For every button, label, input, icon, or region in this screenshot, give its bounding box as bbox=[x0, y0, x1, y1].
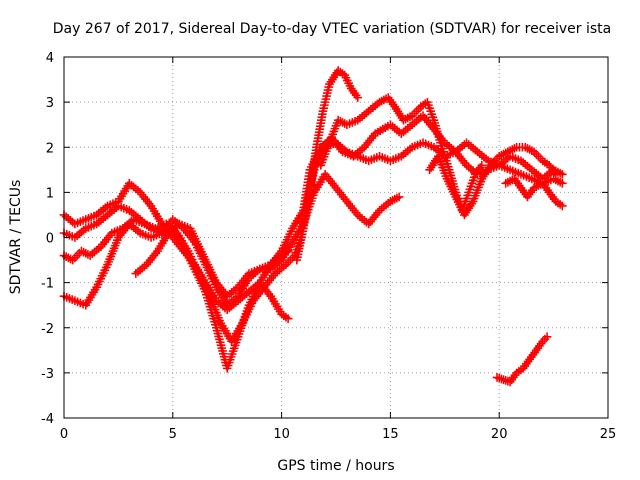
data-point bbox=[283, 246, 293, 256]
y-axis-label: SDTVAR / TECUs bbox=[8, 180, 24, 295]
data-point bbox=[477, 161, 487, 170]
y-tick-label-4: 0 bbox=[46, 232, 54, 247]
chart-title: Day 267 of 2017, Sidereal Day-to-day VTE… bbox=[53, 21, 611, 37]
axis-ticks: 0 5 10 15 20 25 -4 -3 -2 -1 0 1 2 3 4 bbox=[41, 51, 616, 442]
x-tick-label-4: 20 bbox=[491, 427, 508, 442]
y-tick-label-1: -3 bbox=[41, 367, 54, 382]
y-tick-label-0: -4 bbox=[41, 412, 54, 427]
y-tick-label-5: 1 bbox=[46, 186, 54, 201]
y-tick-label-2: -2 bbox=[41, 322, 54, 337]
series-5 bbox=[292, 66, 363, 265]
data-point bbox=[353, 93, 363, 102]
series-3 bbox=[59, 179, 293, 324]
x-axis-label: GPS time / hours bbox=[277, 458, 394, 474]
series-6 bbox=[316, 93, 487, 215]
x-tick-label-5: 25 bbox=[600, 427, 617, 442]
y-tick-label-7: 3 bbox=[46, 96, 54, 111]
data-point bbox=[551, 170, 561, 179]
data-point bbox=[558, 201, 567, 211]
x-tick-label-3: 15 bbox=[382, 427, 399, 442]
data-point bbox=[542, 332, 552, 342]
y-tick-label-3: -1 bbox=[41, 277, 54, 292]
data-point bbox=[283, 314, 293, 324]
y-tick-label-6: 2 bbox=[46, 141, 54, 156]
data-point bbox=[558, 179, 567, 188]
series-8 bbox=[501, 174, 567, 211]
x-tick-label-0: 0 bbox=[60, 427, 68, 442]
data-point bbox=[394, 192, 404, 202]
series-9 bbox=[492, 332, 552, 387]
series-2 bbox=[59, 170, 404, 310]
series-0 bbox=[59, 111, 567, 373]
series-7 bbox=[425, 142, 561, 220]
y-tick-label-8: 4 bbox=[46, 51, 54, 66]
series-4 bbox=[131, 219, 293, 301]
x-tick-label-2: 10 bbox=[273, 427, 290, 442]
x-tick-label-1: 5 bbox=[169, 427, 177, 442]
data-marks bbox=[59, 66, 567, 387]
